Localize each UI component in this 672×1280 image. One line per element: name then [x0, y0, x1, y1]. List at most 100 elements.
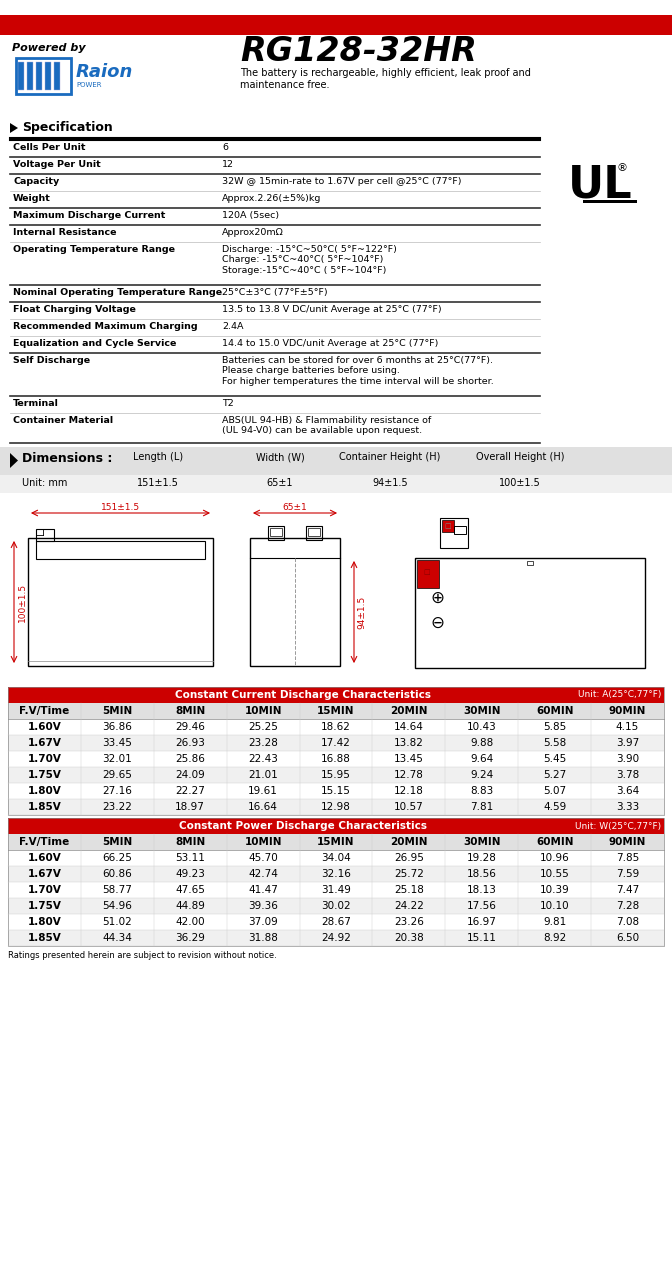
- Text: 5.45: 5.45: [543, 754, 566, 764]
- Text: 58.77: 58.77: [102, 884, 132, 895]
- Text: 90MIN: 90MIN: [609, 837, 646, 847]
- Text: 15MIN: 15MIN: [317, 837, 355, 847]
- Text: 5MIN: 5MIN: [102, 837, 132, 847]
- Text: 41.47: 41.47: [248, 884, 278, 895]
- Text: 13.5 to 13.8 V DC/unit Average at 25°C (77°F): 13.5 to 13.8 V DC/unit Average at 25°C (…: [222, 305, 442, 314]
- Text: 21.01: 21.01: [248, 771, 278, 780]
- Bar: [417, 561, 439, 588]
- Bar: [8, 687, 664, 815]
- Text: 25°C±3°C (77°F±5°F): 25°C±3°C (77°F±5°F): [222, 288, 328, 297]
- Bar: [10, 396, 540, 413]
- Text: 7.81: 7.81: [470, 803, 493, 812]
- Bar: [54, 61, 60, 90]
- Text: 10.39: 10.39: [540, 884, 570, 895]
- Bar: [8, 783, 664, 799]
- Bar: [0, 15, 672, 35]
- Text: 10.43: 10.43: [467, 722, 497, 732]
- Text: 120A (5sec): 120A (5sec): [222, 211, 279, 220]
- Text: 5.58: 5.58: [543, 739, 566, 748]
- Text: 60.86: 60.86: [102, 869, 132, 879]
- Bar: [8, 914, 664, 931]
- Bar: [10, 157, 540, 174]
- Text: 8.92: 8.92: [543, 933, 566, 943]
- Text: 13.82: 13.82: [394, 739, 424, 748]
- Bar: [36, 61, 42, 90]
- Text: Overall Height (H): Overall Height (H): [476, 452, 564, 462]
- Text: 20MIN: 20MIN: [390, 837, 427, 847]
- Text: Self Discharge: Self Discharge: [13, 356, 90, 365]
- Text: 10.10: 10.10: [540, 901, 569, 911]
- Bar: [36, 529, 54, 541]
- Text: 10MIN: 10MIN: [245, 707, 282, 716]
- Bar: [527, 561, 533, 564]
- Text: Powered by: Powered by: [12, 44, 85, 52]
- Bar: [454, 526, 466, 534]
- Bar: [308, 527, 320, 536]
- Bar: [45, 61, 51, 90]
- Bar: [16, 58, 71, 93]
- Text: 18.97: 18.97: [175, 803, 205, 812]
- Bar: [583, 200, 637, 204]
- Text: 9.81: 9.81: [543, 916, 566, 927]
- Text: 15MIN: 15MIN: [317, 707, 355, 716]
- Text: Nominal Operating Temperature Range: Nominal Operating Temperature Range: [13, 288, 222, 297]
- Text: 1.80V: 1.80V: [28, 786, 61, 796]
- Bar: [8, 818, 664, 835]
- Text: 49.23: 49.23: [175, 869, 205, 879]
- Text: 53.11: 53.11: [175, 852, 205, 863]
- Bar: [8, 703, 664, 719]
- Text: 27.16: 27.16: [102, 786, 132, 796]
- Text: Discharge: -15°C~50°C( 5°F~122°F)
Charge: -15°C~40°C( 5°F~104°F)
Storage:-15°C~4: Discharge: -15°C~50°C( 5°F~122°F) Charge…: [222, 244, 397, 275]
- Text: 1.85V: 1.85V: [28, 933, 61, 943]
- Text: UL: UL: [568, 164, 632, 206]
- Text: ⊕: ⊕: [430, 589, 444, 607]
- Text: 12: 12: [222, 160, 234, 169]
- Text: 15.15: 15.15: [321, 786, 351, 796]
- Bar: [8, 687, 664, 703]
- Text: 66.25: 66.25: [102, 852, 132, 863]
- Text: 32.16: 32.16: [321, 869, 351, 879]
- Bar: [18, 61, 24, 90]
- Text: ⊖: ⊖: [430, 614, 444, 632]
- Text: 1.75V: 1.75V: [28, 901, 61, 911]
- Text: 31.88: 31.88: [248, 933, 278, 943]
- Text: 17.42: 17.42: [321, 739, 351, 748]
- Text: 17.56: 17.56: [467, 901, 497, 911]
- Text: 16.88: 16.88: [321, 754, 351, 764]
- Bar: [0, 493, 672, 684]
- Text: 24.09: 24.09: [175, 771, 205, 780]
- Bar: [10, 413, 540, 443]
- Text: RG128-32HR: RG128-32HR: [240, 35, 477, 68]
- Text: 20MIN: 20MIN: [390, 707, 427, 716]
- Text: 3.90: 3.90: [616, 754, 639, 764]
- Bar: [415, 558, 645, 668]
- Text: 5.07: 5.07: [543, 786, 566, 796]
- Bar: [10, 191, 540, 207]
- Text: 23.28: 23.28: [248, 739, 278, 748]
- Bar: [27, 61, 33, 90]
- Text: 16.97: 16.97: [467, 916, 497, 927]
- Text: 42.74: 42.74: [248, 869, 278, 879]
- Text: 32W @ 15min-rate to 1.67V per cell @25°C (77°F): 32W @ 15min-rate to 1.67V per cell @25°C…: [222, 177, 462, 186]
- Bar: [8, 867, 664, 882]
- Text: 1.67V: 1.67V: [28, 739, 61, 748]
- Text: 26.95: 26.95: [394, 852, 424, 863]
- Bar: [0, 475, 672, 493]
- Bar: [8, 799, 664, 815]
- Bar: [10, 207, 540, 225]
- Text: 65±1: 65±1: [283, 503, 307, 512]
- Bar: [10, 225, 540, 242]
- Text: 44.89: 44.89: [175, 901, 205, 911]
- Text: 2.4A: 2.4A: [222, 323, 243, 332]
- Text: 60MIN: 60MIN: [536, 707, 573, 716]
- Text: 34.04: 34.04: [321, 852, 351, 863]
- Text: 24.92: 24.92: [321, 933, 351, 943]
- Text: 15.95: 15.95: [321, 771, 351, 780]
- Text: Container Height (H): Container Height (H): [339, 452, 441, 462]
- Text: 32.01: 32.01: [102, 754, 132, 764]
- Bar: [8, 735, 664, 751]
- Text: 151±1.5: 151±1.5: [101, 503, 140, 512]
- Text: Operating Temperature Range: Operating Temperature Range: [13, 244, 175, 253]
- Text: 6.50: 6.50: [616, 933, 639, 943]
- Text: 54.96: 54.96: [102, 901, 132, 911]
